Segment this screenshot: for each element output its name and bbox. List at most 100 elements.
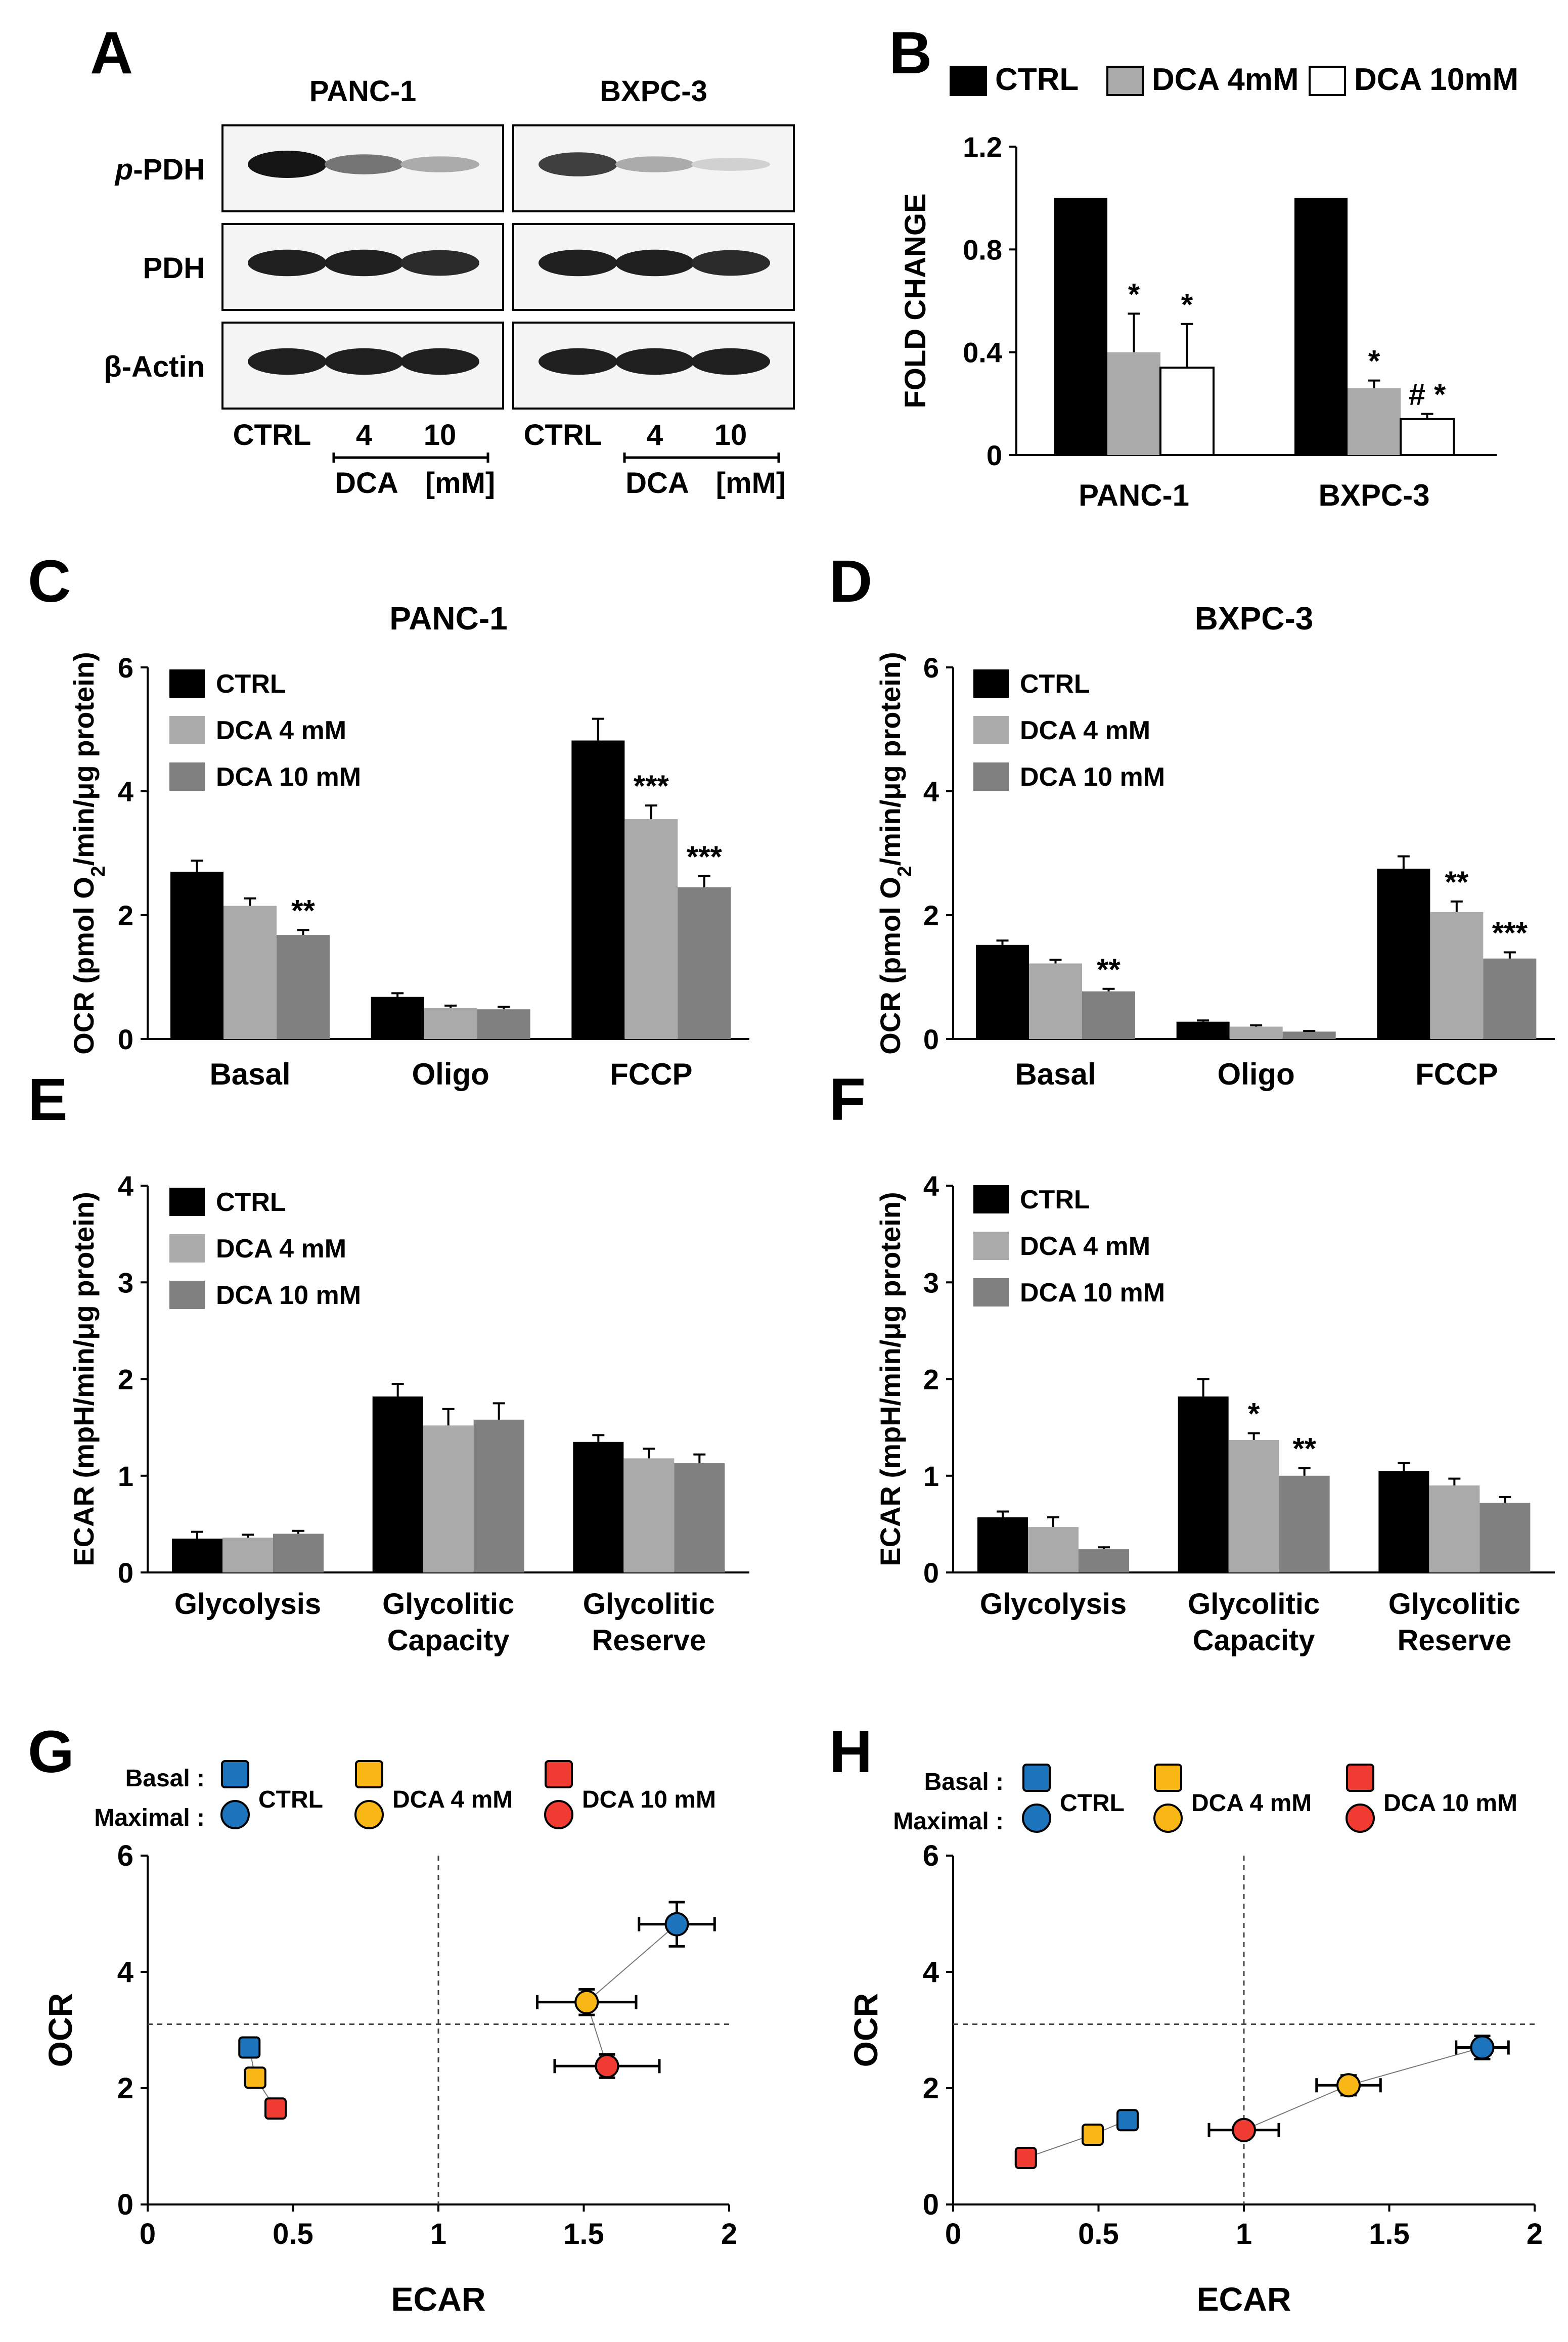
- y-axis-label-part: ECAR (mpH/min/μg protein): [874, 1192, 906, 1566]
- bar-chart-B: 0 0.4 0.8 1.2 FOLD CHANGE * * * # * PANC-1 BXPC-3 C…: [899, 62, 1518, 512]
- y-axis-label-part: OCR (pmol O: [874, 877, 906, 1055]
- bar: [371, 997, 424, 1039]
- category-label: PANC-1: [1079, 478, 1189, 512]
- legend-basal-swatch: [1154, 1764, 1182, 1792]
- bar: [1279, 1475, 1330, 1572]
- bar: [1430, 912, 1484, 1039]
- legend-maximal-swatch: [1346, 1804, 1375, 1833]
- blot-band: [400, 156, 479, 172]
- x-tick-label: 1: [1236, 2218, 1252, 2250]
- x-tick-label: 1.5: [1369, 2218, 1410, 2250]
- significance-mark: ***: [634, 769, 669, 803]
- legend-basal-swatch: [221, 1760, 249, 1788]
- basal-point: [244, 2066, 266, 2089]
- lane-label: 10: [424, 419, 457, 452]
- blot-band: [691, 250, 770, 276]
- category-label: Basal: [1015, 1057, 1096, 1091]
- blot-row-label-rest: PDH: [143, 252, 205, 285]
- blot-band: [539, 152, 617, 176]
- y-tick-label: 0: [923, 1557, 939, 1589]
- y-axis-label-sub: 2: [894, 866, 916, 877]
- bar: [473, 1419, 524, 1572]
- significance-mark: **: [291, 893, 315, 927]
- panel-letter-C: C: [28, 548, 71, 615]
- bar: [223, 906, 277, 1039]
- bar: [1107, 352, 1160, 455]
- bar: [1400, 418, 1455, 456]
- blot-band: [248, 348, 327, 375]
- basal-point: [238, 2036, 261, 2059]
- y-tick-label: 0.8: [963, 234, 1002, 265]
- category-label: FCCP: [610, 1057, 692, 1091]
- x-tick-label: 0.5: [273, 2218, 313, 2250]
- y-axis-label: OCR: [847, 1993, 884, 2067]
- trend-line: [586, 1923, 678, 2003]
- cell-line-label: PANC-1: [309, 75, 417, 108]
- legend-swatch: [169, 1281, 205, 1309]
- legend-swatch: [1309, 66, 1346, 96]
- bar: [1282, 1031, 1336, 1039]
- unit-label: [mM]: [425, 467, 496, 500]
- blot-row-label-text: β-Actin: [104, 350, 205, 383]
- unit-label: [mM]: [716, 467, 786, 500]
- legend-maximal-swatch: [1153, 1804, 1183, 1833]
- blot-row-label-text: PDH: [143, 252, 205, 285]
- y-axis-label-part: /min/μg protein): [874, 652, 906, 866]
- bar: [1028, 1527, 1079, 1572]
- legend-swatch: [169, 762, 205, 791]
- bar: [1229, 1026, 1283, 1039]
- y-tick-label: 3: [923, 1267, 939, 1298]
- y-axis-label-sub: 2: [87, 866, 109, 877]
- x-tick-label: 2: [1527, 2218, 1543, 2250]
- significance-mark: **: [1097, 953, 1121, 986]
- basal-point: [1116, 2109, 1139, 2132]
- y-tick-label: 6: [117, 1839, 133, 1872]
- blot-band: [615, 249, 694, 277]
- category-label: Glycolitic: [583, 1588, 715, 1620]
- y-tick-label: 6: [923, 1839, 939, 1872]
- legend-swatch: [169, 669, 205, 698]
- legend-entry: DCA 4 mM: [216, 716, 346, 745]
- bar: [1228, 1439, 1279, 1572]
- category-label: Oligo: [1218, 1057, 1295, 1091]
- x-tick-label: 0.5: [1078, 2218, 1119, 2250]
- y-tick-label: 4: [923, 776, 939, 807]
- category-label: Oligo: [412, 1057, 489, 1091]
- lane-label: CTRL: [524, 419, 602, 452]
- bar: [1176, 1021, 1230, 1039]
- bar: [678, 887, 731, 1039]
- y-tick-label: 2: [117, 2072, 133, 2105]
- bar: [423, 1425, 474, 1572]
- legend-swatch: [973, 716, 1009, 744]
- y-tick-label: 0: [923, 2188, 939, 2221]
- blot-band: [539, 249, 617, 277]
- maximal-point: [1470, 2035, 1495, 2060]
- bar: [172, 1539, 222, 1572]
- category-label: Capacity: [1193, 1624, 1315, 1657]
- maximal-point: [664, 1912, 689, 1936]
- lane-label: 4: [356, 419, 372, 452]
- bar: [1377, 869, 1430, 1039]
- blot-band: [615, 348, 694, 375]
- bar: [1079, 1549, 1129, 1572]
- blot-band: [691, 348, 770, 375]
- x-tick-label: 2: [721, 2218, 737, 2250]
- blot-band: [325, 348, 404, 375]
- legend-basal-swatch: [1346, 1764, 1374, 1792]
- bar: [1378, 1471, 1429, 1572]
- legend-entry: DCA 4 mM: [1191, 1790, 1312, 1817]
- bar: [372, 1396, 423, 1572]
- significance-mark: ***: [687, 840, 723, 874]
- chart-title: BXPC-3: [1195, 600, 1314, 637]
- legend-entry: CTRL: [1020, 1185, 1090, 1214]
- y-tick-label: 0.4: [963, 337, 1002, 369]
- y-axis-label: FOLD CHANGE: [899, 193, 932, 408]
- y-tick-label: 2: [118, 1364, 133, 1395]
- legend-swatch: [973, 669, 1009, 698]
- legend-entry: DCA 4 mM: [1020, 1232, 1150, 1261]
- trend-line: [1243, 2085, 1349, 2131]
- legend-maximal-swatch: [1022, 1804, 1051, 1833]
- legend-entry: DCA 10 mM: [1020, 762, 1165, 792]
- y-tick-label: 0: [118, 1023, 133, 1055]
